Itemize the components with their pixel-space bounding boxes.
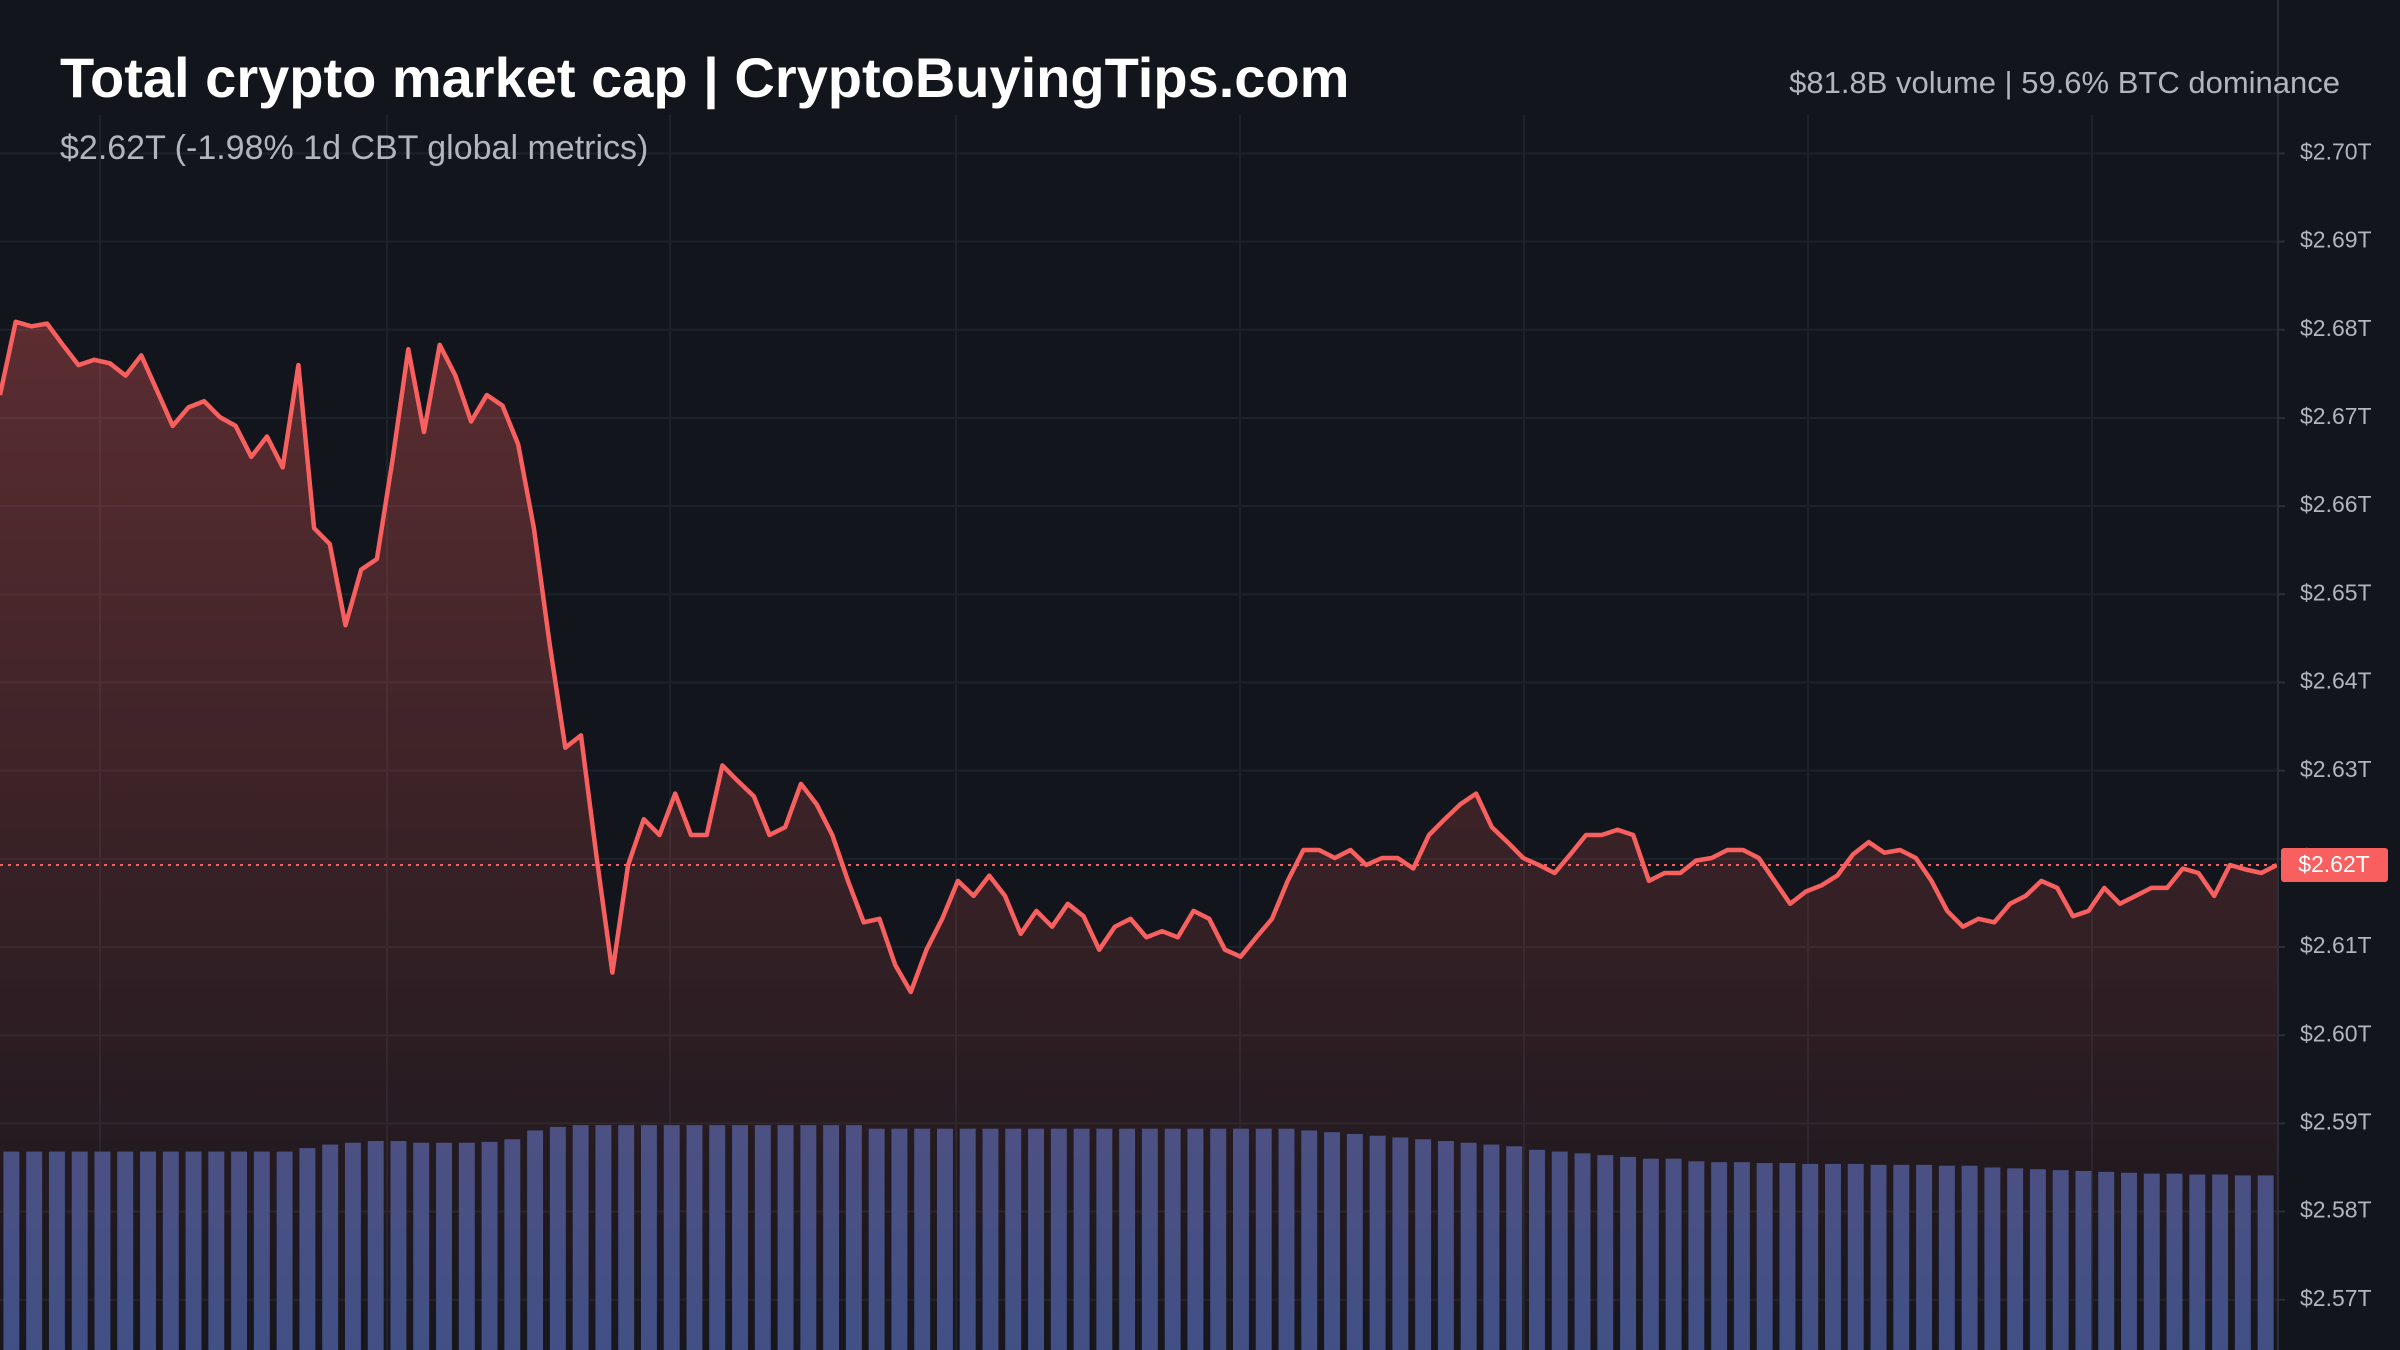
chart-title: Total crypto market cap | CryptoBuyingTi…	[60, 46, 1349, 110]
plot	[0, 319, 2279, 1350]
price-axis: $2.57T $2.58T $2.59T $2.60T $2.61T $2.62T $2.6…	[2277, 0, 2388, 1350]
header-stats: $81.8B volume | 59.6% BTC dominance	[1789, 65, 2340, 100]
y-tick-label: $2.69T	[2300, 227, 2372, 253]
y-tick-label: $2.68T	[2300, 315, 2372, 341]
y-tick-label: $2.61T	[2300, 932, 2372, 958]
y-tick-label: $2.57T	[2300, 1285, 2372, 1311]
y-tick-label: $2.66T	[2300, 491, 2372, 517]
y-tick-label: $2.58T	[2300, 1197, 2372, 1223]
chart-subtitle: $2.62T (-1.98% 1d CBT global metrics)	[60, 129, 648, 167]
y-tick-label: $2.59T	[2300, 1108, 2372, 1134]
y-tick-label: $2.64T	[2300, 668, 2372, 694]
y-tick-label: $2.60T	[2300, 1020, 2372, 1046]
price-line	[0, 319, 2279, 995]
last-price-box	[2281, 848, 2388, 883]
y-tick-label: $2.65T	[2300, 579, 2372, 605]
y-tick-label: $2.63T	[2300, 756, 2372, 782]
area	[0, 321, 2277, 1350]
y-tick-label: $2.67T	[2300, 403, 2372, 429]
last-price-label: $2.62T	[2298, 851, 2370, 877]
y-tick-label: $2.70T	[2300, 139, 2372, 165]
